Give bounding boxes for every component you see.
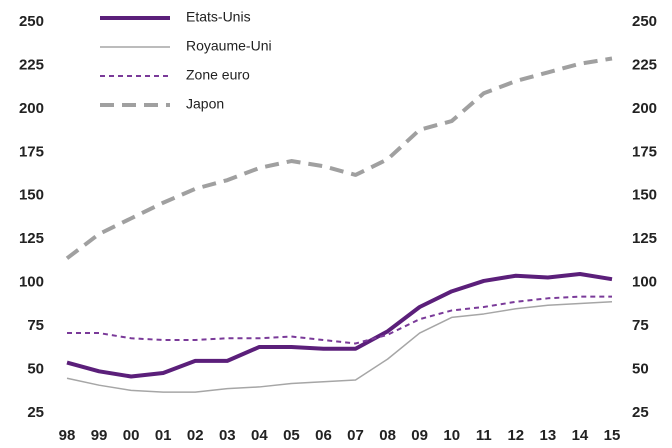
legend-label: Zone euro <box>186 67 250 83</box>
y2-tick-label: 50 <box>632 361 649 378</box>
x-tick-label: 15 <box>604 427 621 444</box>
x-tick-label: 02 <box>187 427 204 444</box>
x-tick-label: 12 <box>507 427 524 444</box>
x-tick-label: 11 <box>476 427 492 444</box>
y-tick-label: 125 <box>19 230 44 247</box>
x-tick-label: 08 <box>379 427 396 444</box>
x-tick-label: 06 <box>315 427 332 444</box>
y-tick-label: 250 <box>19 13 44 30</box>
y-tick-label: 225 <box>19 56 44 73</box>
x-tick-label: 00 <box>123 427 140 444</box>
x-tick-label: 01 <box>155 427 172 444</box>
y2-tick-label: 125 <box>632 230 657 247</box>
x-tick-label: 07 <box>347 427 364 444</box>
x-tick-label: 09 <box>411 427 428 444</box>
y2-tick-label: 25 <box>632 404 649 421</box>
x-tick-label: 14 <box>572 427 589 444</box>
y2-tick-label: 175 <box>632 143 657 160</box>
x-tick-label: 10 <box>443 427 460 444</box>
y-tick-label: 75 <box>27 317 44 334</box>
y-tick-label: 175 <box>19 143 44 160</box>
y-tick-label: 50 <box>27 361 44 378</box>
y-tick-label: 200 <box>19 100 44 117</box>
y2-tick-label: 200 <box>632 100 657 117</box>
series-line <box>66 301 613 393</box>
y2-tick-label: 75 <box>632 317 649 334</box>
y2-tick-label: 100 <box>632 274 657 291</box>
x-tick-label: 04 <box>251 427 268 444</box>
y-tick-label: 25 <box>27 404 44 421</box>
y2-tick-label: 150 <box>632 187 657 204</box>
x-tick-label: 99 <box>91 427 108 444</box>
y2-tick-label: 250 <box>632 13 657 30</box>
legend-label: Etats-Unis <box>186 9 251 25</box>
x-tick-label: 98 <box>59 427 76 444</box>
legend-label: Japon <box>186 96 224 112</box>
x-tick-label: 13 <box>540 427 557 444</box>
y2-tick-label: 225 <box>632 56 657 73</box>
x-tick-label: 05 <box>283 427 300 444</box>
series-line <box>66 271 613 379</box>
series-line <box>67 295 612 345</box>
x-tick-label: 03 <box>219 427 236 444</box>
y-tick-label: 100 <box>19 274 44 291</box>
y-tick-label: 150 <box>19 187 44 204</box>
legend-label: Royaume-Uni <box>186 38 272 54</box>
series-line <box>65 56 613 260</box>
